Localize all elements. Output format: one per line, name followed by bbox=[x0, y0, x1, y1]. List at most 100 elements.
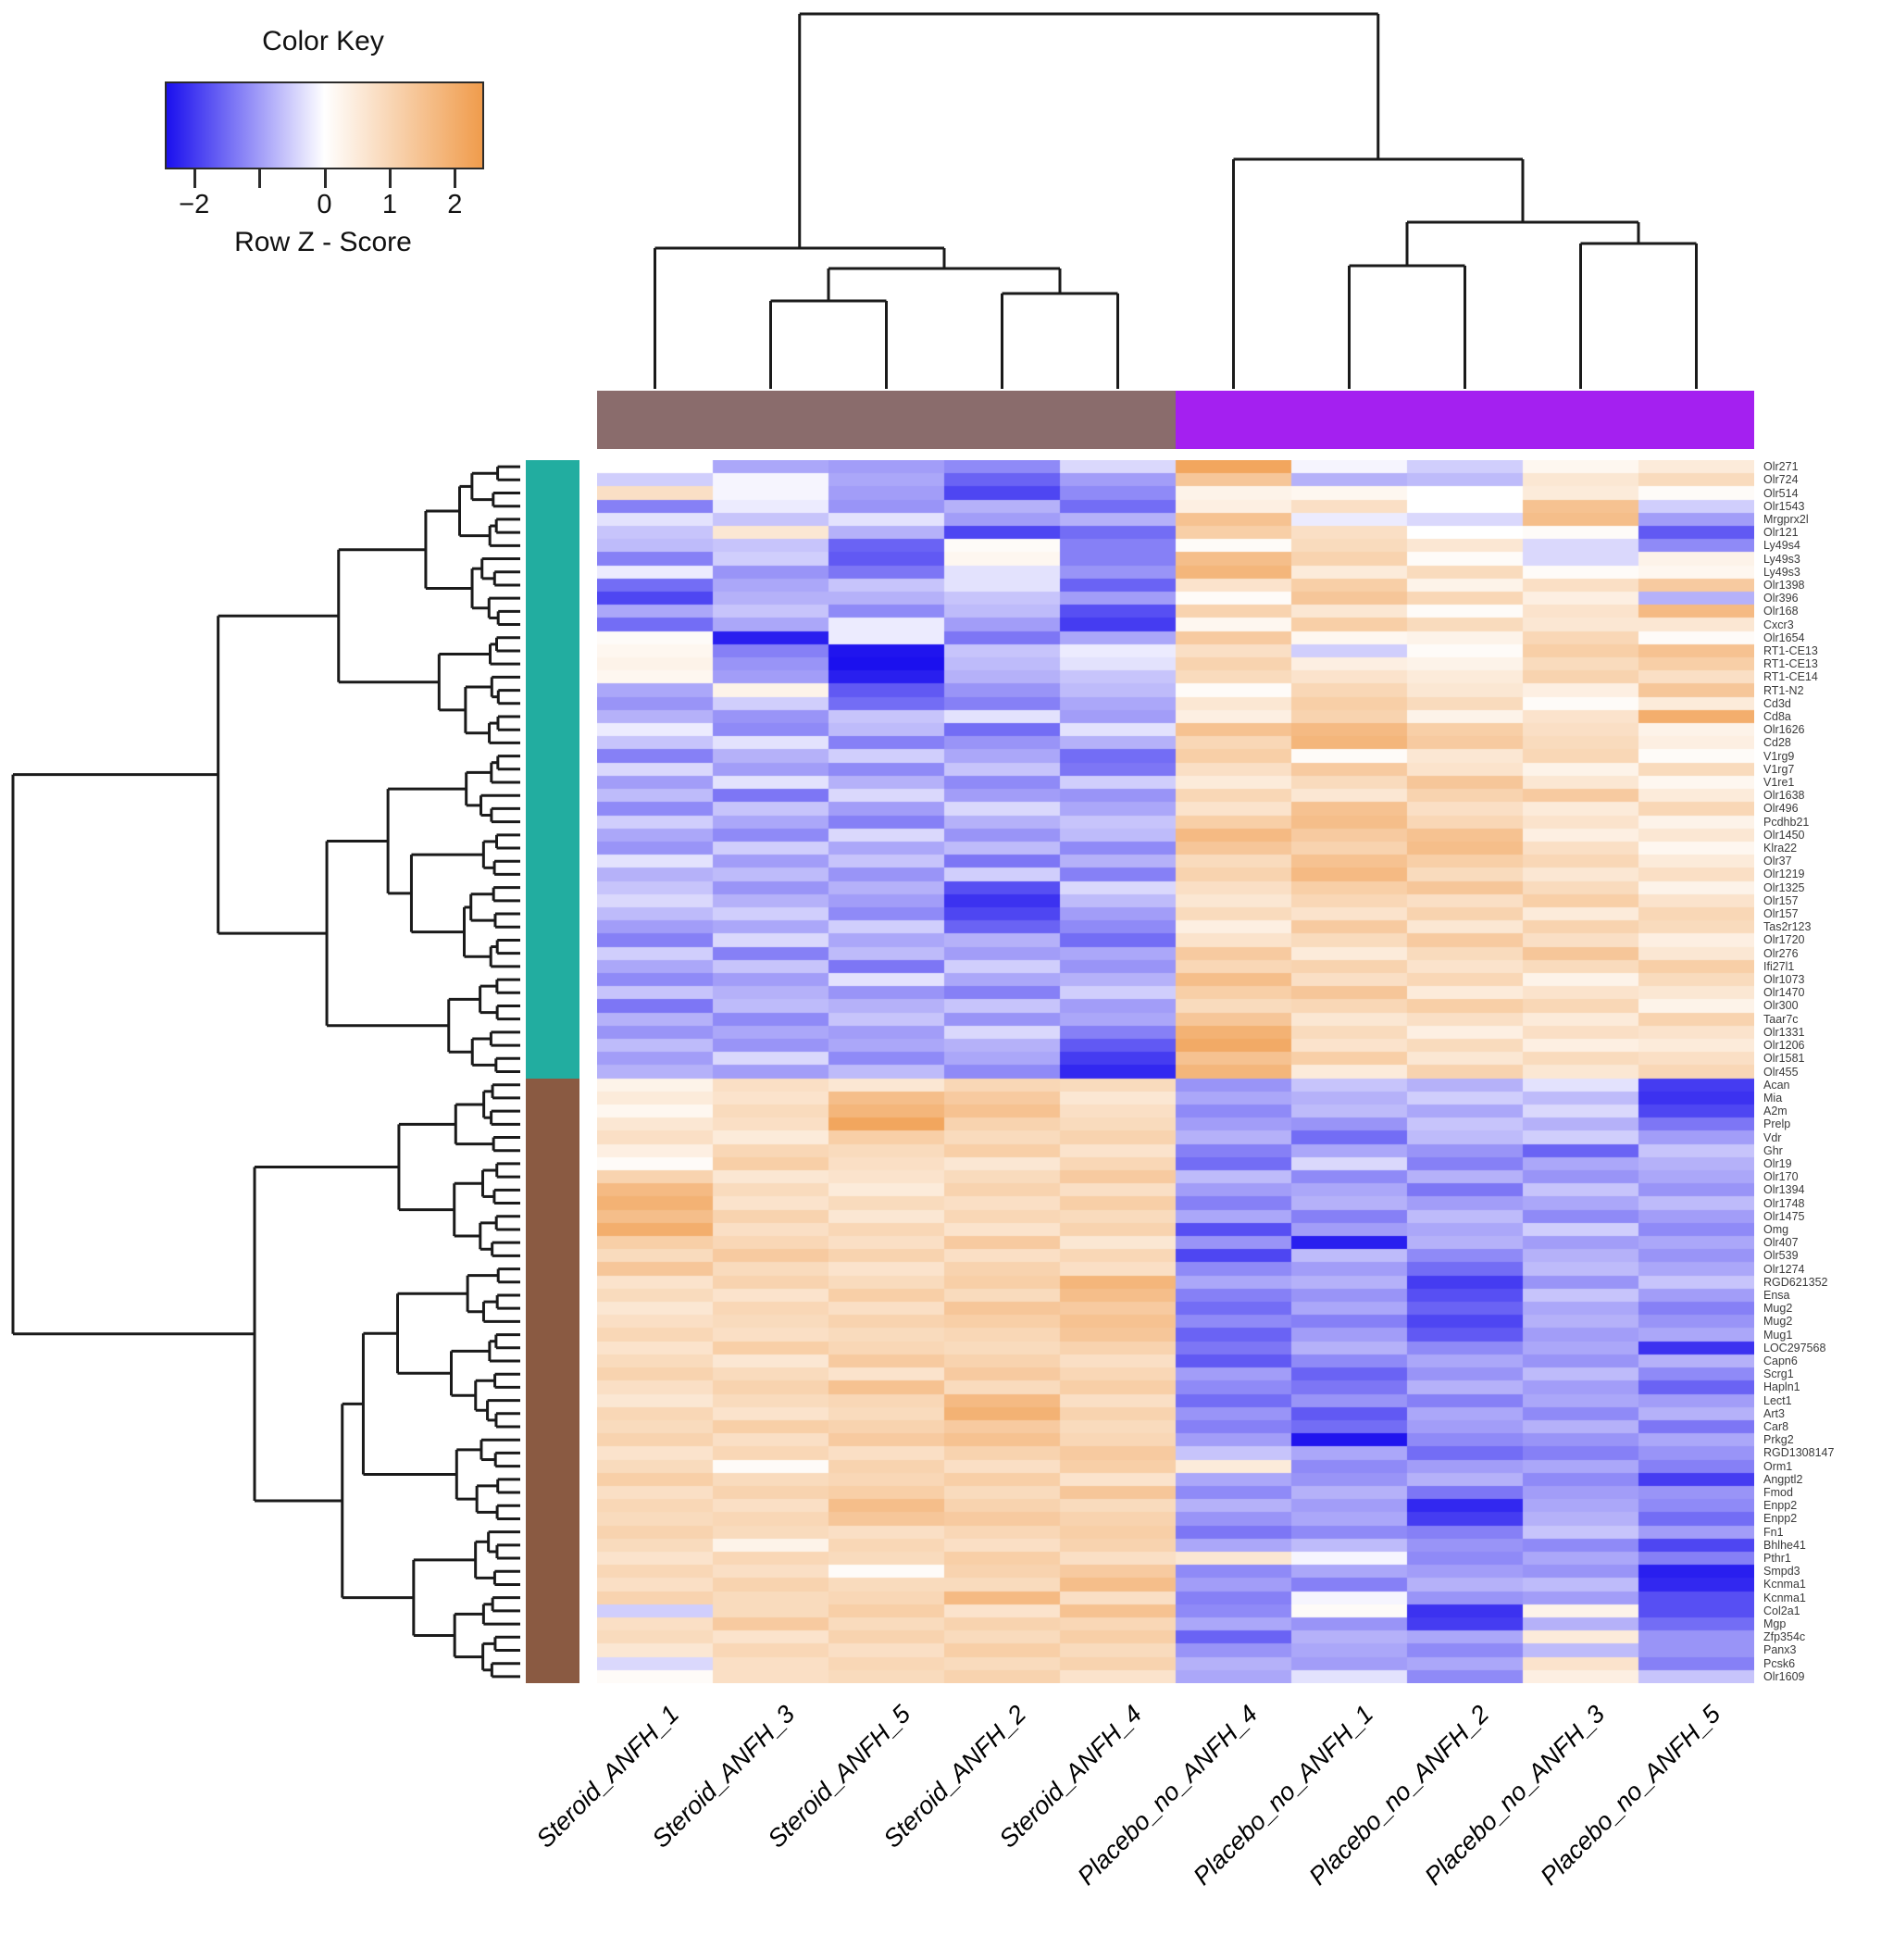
row-label-gene: Olr121 bbox=[1763, 526, 1799, 540]
row-cluster-bar bbox=[526, 460, 579, 1683]
row-label-gene: Olr1720 bbox=[1763, 933, 1805, 947]
row-label-gene: Olr1581 bbox=[1763, 1052, 1805, 1066]
row-label-gene: Olr1475 bbox=[1763, 1209, 1805, 1223]
row-label-gene: Klra22 bbox=[1763, 842, 1798, 855]
row-label-gene: Olr170 bbox=[1763, 1170, 1799, 1184]
column-label-sample: Placebo_no_ANFH_5 bbox=[1534, 1700, 1725, 1891]
color-key-ticks: −2 0 1 2 bbox=[165, 169, 484, 219]
row-label-gene: Mrgprx2l bbox=[1763, 512, 1809, 526]
row-label-gene: Pthr1 bbox=[1763, 1552, 1791, 1566]
row-label-gene: Mia bbox=[1763, 1091, 1783, 1105]
row-cluster-teal bbox=[526, 460, 579, 1079]
row-label-gene: Olr300 bbox=[1763, 999, 1799, 1013]
row-label-gene: Cd8a bbox=[1763, 709, 1791, 723]
row-label-gene: Olr1638 bbox=[1763, 789, 1805, 803]
row-label-gene: RT1-CE13 bbox=[1763, 643, 1818, 657]
row-label-gene: Prkg2 bbox=[1763, 1433, 1794, 1447]
row-label-gene: Mug1 bbox=[1763, 1328, 1793, 1342]
row-label-gene: V1rg9 bbox=[1763, 749, 1795, 763]
color-key-tick bbox=[258, 169, 262, 188]
row-label-gene: Hapln1 bbox=[1763, 1380, 1800, 1394]
row-label-gene: Ly49s3 bbox=[1763, 565, 1800, 579]
row-label-gene: Pcdhb21 bbox=[1763, 815, 1810, 829]
row-label-gene: Mug2 bbox=[1763, 1315, 1793, 1329]
column-label-sample: Placebo_no_ANFH_2 bbox=[1302, 1700, 1494, 1891]
row-label-gene: Olr455 bbox=[1763, 1065, 1799, 1079]
row-label-gene: RT1-CE14 bbox=[1763, 670, 1818, 684]
row-label-gene: Olr724 bbox=[1763, 473, 1799, 487]
row-label-gene: Olr496 bbox=[1763, 802, 1799, 816]
column-label-sample: Placebo_no_ANFH_4 bbox=[1071, 1700, 1263, 1891]
column-group-Placebo_no_ANFH bbox=[1176, 391, 1754, 449]
row-label-gene: Fmod bbox=[1763, 1486, 1793, 1500]
row-label-gene: Olr1654 bbox=[1763, 630, 1805, 644]
row-label-gene: Olr539 bbox=[1763, 1249, 1799, 1263]
row-label-gene: Mug2 bbox=[1763, 1302, 1793, 1316]
row-label-gene: V1re1 bbox=[1763, 776, 1795, 789]
row-label-gene: Olr1470 bbox=[1763, 986, 1805, 1000]
row-label-gene: Ifi27l1 bbox=[1763, 959, 1795, 973]
color-key-title: Color Key bbox=[262, 26, 384, 56]
row-label-gene: Prelp bbox=[1763, 1117, 1791, 1131]
column-label-sample: Placebo_no_ANFH_3 bbox=[1418, 1700, 1610, 1891]
color-key-tick bbox=[454, 169, 457, 188]
row-label-gene: Olr157 bbox=[1763, 893, 1799, 907]
row-label-gene: Ensa bbox=[1763, 1288, 1790, 1302]
row-label-gene: Olr276 bbox=[1763, 946, 1799, 960]
row-label-gene: Kcnma1 bbox=[1763, 1578, 1806, 1592]
color-key-tick bbox=[388, 169, 392, 188]
row-label-gene: Ly49s4 bbox=[1763, 539, 1800, 553]
color-key-gradient bbox=[165, 81, 484, 169]
row-label-gene: Olr1543 bbox=[1763, 499, 1805, 513]
color-key-tick-label: 2 bbox=[447, 190, 463, 219]
row-label-gene: Olr1398 bbox=[1763, 578, 1805, 592]
row-dendrogram bbox=[11, 465, 520, 1679]
row-label-gene: Col2a1 bbox=[1763, 1604, 1800, 1617]
row-label-gene: RT1-N2 bbox=[1763, 683, 1804, 697]
color-key-tick-label: 1 bbox=[381, 190, 397, 219]
row-label-gene: Pcsk6 bbox=[1763, 1656, 1796, 1670]
row-label-gene: Cd28 bbox=[1763, 736, 1791, 750]
row-label-gene: Olr1219 bbox=[1763, 868, 1805, 881]
row-label-gene: Omg bbox=[1763, 1222, 1789, 1236]
row-label-gene: A2m bbox=[1763, 1105, 1788, 1118]
row-label-gene: RT1-CE13 bbox=[1763, 657, 1818, 671]
row-label-gene: Olr1274 bbox=[1763, 1262, 1805, 1276]
column-label-sample: Steroid_ANFH_2 bbox=[878, 1700, 1031, 1854]
row-label-gene: Zfp354c bbox=[1763, 1630, 1806, 1644]
color-key-axis-label: Row Z - Score bbox=[234, 227, 412, 257]
row-label-gene: Ghr bbox=[1763, 1143, 1783, 1157]
column-label-sample: Steroid_ANFH_4 bbox=[993, 1700, 1147, 1854]
row-label-gene: Olr407 bbox=[1763, 1236, 1799, 1250]
heatmap-cells bbox=[597, 460, 1754, 1683]
row-label-gene: Olr1626 bbox=[1763, 723, 1805, 737]
row-label-gene: Olr19 bbox=[1763, 1156, 1792, 1170]
row-label-gene: Olr1394 bbox=[1763, 1183, 1805, 1197]
row-label-gene: Olr1331 bbox=[1763, 1025, 1805, 1039]
row-label-gene: Vdr bbox=[1763, 1130, 1782, 1144]
row-label-gene: Car8 bbox=[1763, 1420, 1789, 1434]
row-label-gene: Acan bbox=[1763, 1078, 1790, 1092]
row-label-gene: LOC297568 bbox=[1763, 1341, 1826, 1355]
row-label-gene: Cxcr3 bbox=[1763, 618, 1794, 631]
row-label-gene: Olr1073 bbox=[1763, 973, 1805, 987]
row-label-gene: Bhlhe41 bbox=[1763, 1538, 1806, 1552]
row-label-gene: Olr1609 bbox=[1763, 1669, 1805, 1683]
row-label-gene: Enpp2 bbox=[1763, 1512, 1798, 1526]
row-label-gene: Taar7c bbox=[1763, 1012, 1799, 1026]
row-label-gene: Olr271 bbox=[1763, 460, 1799, 474]
column-dendrogram bbox=[654, 12, 1698, 389]
row-label-gene: Smpd3 bbox=[1763, 1565, 1800, 1579]
row-label-gene: Scrg1 bbox=[1763, 1367, 1794, 1381]
row-label-gene: Olr396 bbox=[1763, 592, 1799, 605]
row-label-gene: V1rg7 bbox=[1763, 762, 1795, 776]
row-label-gene: Olr1325 bbox=[1763, 880, 1805, 894]
column-label-sample: Steroid_ANFH_5 bbox=[762, 1700, 916, 1854]
row-label-gene: Olr1450 bbox=[1763, 828, 1805, 842]
row-label-gene: Ly49s3 bbox=[1763, 552, 1800, 566]
color-key-tick-label: −2 bbox=[179, 190, 210, 219]
column-group-Steroid_ANFH bbox=[597, 391, 1176, 449]
row-label-gene: Lect1 bbox=[1763, 1393, 1792, 1407]
row-label-gene: Olr514 bbox=[1763, 486, 1799, 500]
